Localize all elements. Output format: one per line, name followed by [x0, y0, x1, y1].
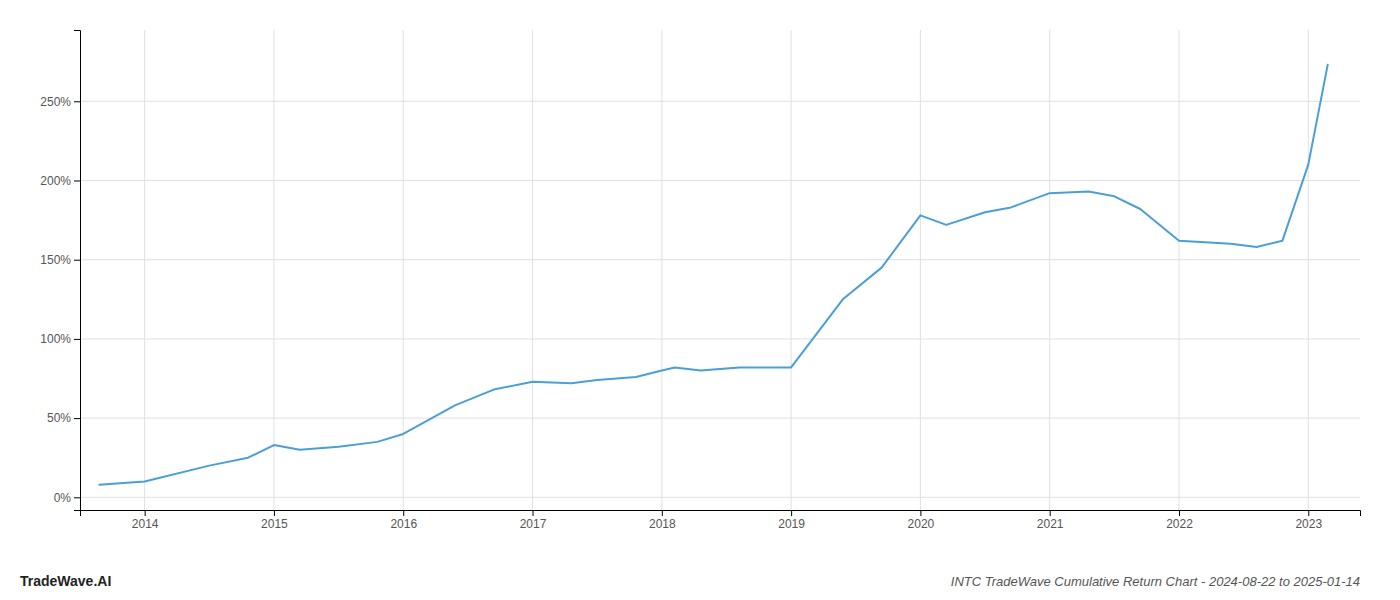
y-axis-line: [74, 31, 81, 511]
x-tick-mark: [791, 510, 792, 516]
y-tick-mark: [74, 101, 80, 102]
grid-line-x: [403, 30, 404, 510]
x-tick: 2016: [390, 510, 417, 531]
grid-line-y: [80, 418, 1360, 419]
x-tick-mark: [533, 510, 534, 516]
y-tick: 0%: [54, 491, 80, 505]
grid-line-x: [1178, 30, 1179, 510]
x-tick-label: 2015: [261, 517, 288, 531]
x-axis-line: [81, 511, 1361, 517]
y-tick-label: 0%: [54, 491, 72, 505]
y-tick: 100%: [40, 332, 80, 346]
grid-line-y: [80, 338, 1360, 339]
y-tick: 250%: [40, 95, 80, 109]
title: INTC TradeWave Cumulative Return Chart -…: [951, 574, 1360, 589]
y-tick-mark: [74, 180, 80, 181]
x-tick: 2018: [649, 510, 676, 531]
y-tick-mark: [74, 497, 80, 498]
x-tick-mark: [662, 510, 663, 516]
x-tick: 2022: [1166, 510, 1193, 531]
x-tick-label: 2021: [1037, 517, 1064, 531]
y-tick: 150%: [40, 253, 80, 267]
grid-line-x: [273, 30, 274, 510]
grid-line-x: [1308, 30, 1309, 510]
x-tick-mark: [1308, 510, 1309, 516]
y-tick-mark: [74, 418, 80, 419]
x-tick-label: 2014: [132, 517, 159, 531]
grid-line-y: [80, 180, 1360, 181]
x-tick-label: 2018: [649, 517, 676, 531]
x-tick-mark: [1050, 510, 1051, 516]
grid-line-x: [791, 30, 792, 510]
x-tick: 2023: [1295, 510, 1322, 531]
x-tick-mark: [1179, 510, 1180, 516]
x-tick: 2019: [778, 510, 805, 531]
y-axis: 0% 50% 100% 150% 200% 250%: [40, 31, 80, 511]
grid-line-y: [80, 101, 1360, 102]
x-tick: 2014: [132, 510, 159, 531]
x-tick-label: 2023: [1295, 517, 1322, 531]
y-tick-label: 50%: [47, 411, 71, 425]
line: [99, 65, 1327, 485]
x-tick-label: 2017: [520, 517, 547, 531]
grid-line-x: [144, 30, 145, 510]
watermark: TradeWave.AI: [20, 573, 111, 589]
plot-area: 2014 2015 2016 2017 2018 2019 2020 2021 2022 2023…: [40, 30, 1360, 531]
x-tick-label: 2020: [908, 517, 935, 531]
x-tick: 2021: [1037, 510, 1064, 531]
y-tick-label: 250%: [40, 95, 71, 109]
y-tick-label: 150%: [40, 253, 71, 267]
y-tick: 200%: [40, 174, 80, 188]
grid-line-y: [80, 259, 1360, 260]
x-tick: 2017: [520, 510, 547, 531]
grid-line-y: [80, 497, 1360, 498]
marks: [99, 65, 1327, 485]
y-tick: 50%: [47, 411, 80, 425]
grid-line-x: [1049, 30, 1050, 510]
x-tick-mark: [274, 510, 275, 516]
grid-line-x: [532, 30, 533, 510]
grid-line-x: [920, 30, 921, 510]
y-tick-mark: [74, 339, 80, 340]
x-tick-mark: [920, 510, 921, 516]
x-tick: 2015: [261, 510, 288, 531]
x-tick-mark: [403, 510, 404, 516]
x-tick-label: 2016: [390, 517, 417, 531]
x-tick-label: 2022: [1166, 517, 1193, 531]
grid-line-x: [661, 30, 662, 510]
x-tick-label: 2019: [778, 517, 805, 531]
y-tick-label: 200%: [40, 174, 71, 188]
y-tick-label: 100%: [40, 332, 71, 346]
x-tick-mark: [145, 510, 146, 516]
grid: [80, 30, 1360, 510]
chart-svg: 2014 2015 2016 2017 2018 2019 2020 2021 2022 2023…: [0, 0, 1400, 600]
x-axis: 2014 2015 2016 2017 2018 2019 2020 2021 2022 2023: [81, 510, 1361, 531]
x-tick: 2020: [908, 510, 935, 531]
y-tick-mark: [74, 260, 80, 261]
